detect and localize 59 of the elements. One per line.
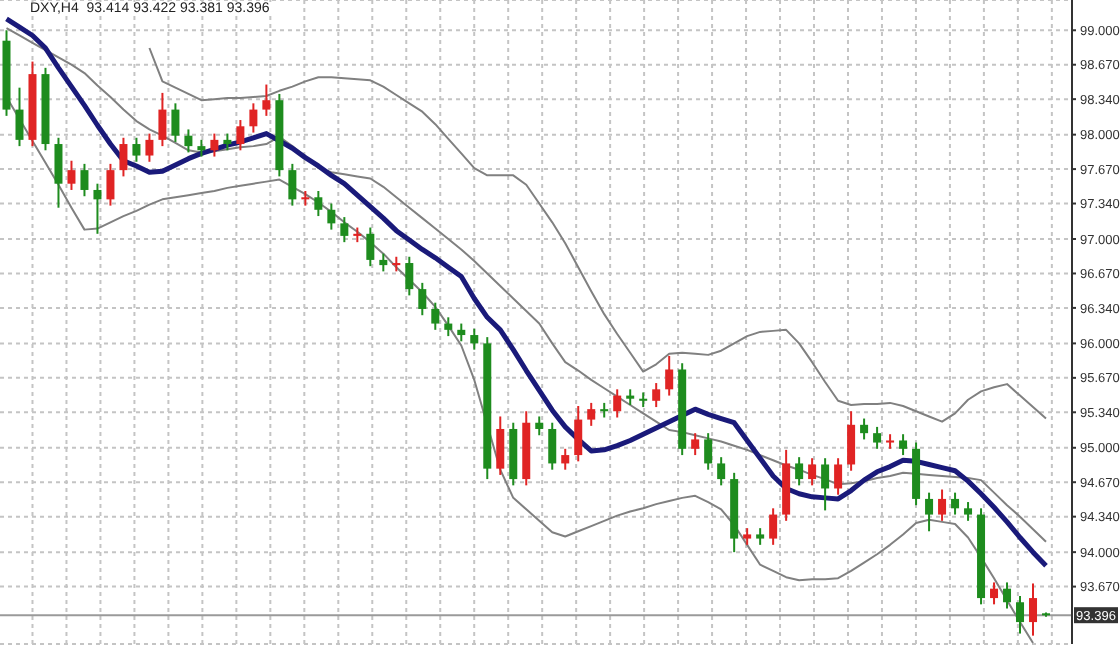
candlestick (93, 182, 102, 235)
candlestick (925, 491, 934, 533)
candlestick (145, 132, 154, 163)
candlestick (431, 301, 440, 331)
candlestick (613, 388, 622, 419)
candlestick (795, 456, 804, 487)
candlestick (535, 415, 544, 437)
candlestick (249, 102, 258, 134)
candlestick (496, 415, 505, 476)
candlestick (444, 316, 453, 338)
candlestick (964, 501, 973, 522)
candlestick (847, 410, 856, 472)
candlestick (366, 226, 375, 268)
candlestick (808, 457, 817, 487)
candlestick (951, 491, 960, 516)
candlestick (158, 91, 167, 148)
candlestick (1029, 582, 1038, 637)
candlestick (665, 354, 674, 397)
candlestick (639, 391, 648, 409)
candlestick (106, 162, 115, 207)
candlestick (990, 581, 999, 606)
candlestick (769, 507, 778, 546)
candlestick (288, 162, 297, 207)
candlestick (171, 102, 180, 143)
candlestick (67, 159, 76, 191)
candlestick (340, 216, 349, 244)
candlestick (314, 190, 323, 218)
candlestick (15, 86, 24, 148)
candlestick (262, 83, 271, 117)
candlestick (938, 488, 947, 522)
candlestick (873, 425, 882, 450)
candlestick (210, 132, 219, 158)
candlestick (470, 327, 479, 351)
candlestick (1003, 581, 1012, 610)
candlestick (548, 421, 557, 471)
candlestick (184, 128, 193, 154)
candlestick (54, 136, 63, 209)
candlestick (834, 457, 843, 496)
candlestick (1016, 594, 1025, 635)
candlestick (587, 401, 596, 427)
candlestick (704, 432, 713, 471)
candlestick (405, 255, 414, 297)
candlestick (236, 119, 245, 152)
candlestick (119, 136, 128, 178)
candlestick (652, 382, 661, 409)
candlestick (132, 136, 141, 163)
candlestick (600, 401, 609, 419)
candlestick (821, 457, 830, 512)
candlestick (717, 456, 726, 487)
candlestick (561, 447, 570, 471)
candlestick (301, 190, 310, 207)
line-series (148, 47, 1048, 423)
candlestick (327, 202, 336, 231)
candlestick (691, 432, 700, 457)
candlestick (574, 405, 583, 463)
candlestick (418, 281, 427, 317)
candlestick (860, 417, 869, 441)
candlestick (80, 162, 89, 198)
candlestick (899, 433, 908, 457)
